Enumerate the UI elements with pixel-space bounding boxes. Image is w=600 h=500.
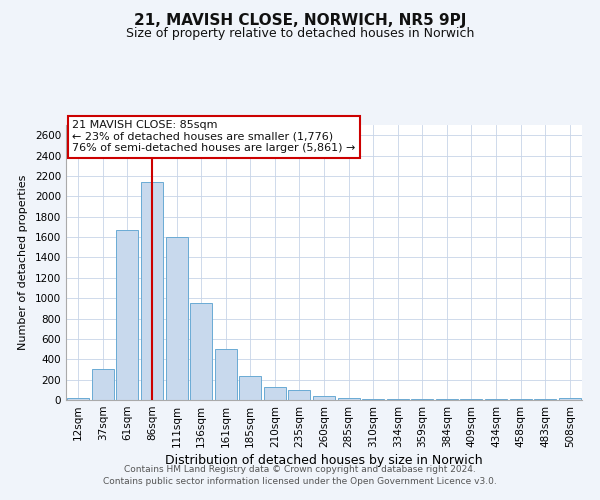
- Bar: [141, 182, 163, 400]
- Text: Contains public sector information licensed under the Open Government Licence v3: Contains public sector information licen…: [103, 477, 497, 486]
- Text: Contains HM Land Registry data © Crown copyright and database right 2024.: Contains HM Land Registry data © Crown c…: [124, 465, 476, 474]
- Bar: [289, 390, 310, 400]
- Bar: [362, 399, 384, 400]
- Bar: [166, 237, 188, 400]
- Bar: [215, 348, 237, 400]
- Y-axis label: Number of detached properties: Number of detached properties: [18, 175, 28, 350]
- Text: 21, MAVISH CLOSE, NORWICH, NR5 9PJ: 21, MAVISH CLOSE, NORWICH, NR5 9PJ: [134, 12, 466, 28]
- Bar: [92, 370, 114, 400]
- Bar: [67, 398, 89, 400]
- Bar: [264, 388, 286, 400]
- Bar: [116, 230, 139, 400]
- Bar: [338, 398, 359, 400]
- Bar: [239, 376, 262, 400]
- Bar: [190, 303, 212, 400]
- Text: Size of property relative to detached houses in Norwich: Size of property relative to detached ho…: [126, 28, 474, 40]
- X-axis label: Distribution of detached houses by size in Norwich: Distribution of detached houses by size …: [165, 454, 483, 467]
- Bar: [559, 398, 581, 400]
- Text: 21 MAVISH CLOSE: 85sqm
← 23% of detached houses are smaller (1,776)
76% of semi-: 21 MAVISH CLOSE: 85sqm ← 23% of detached…: [72, 120, 355, 153]
- Bar: [313, 396, 335, 400]
